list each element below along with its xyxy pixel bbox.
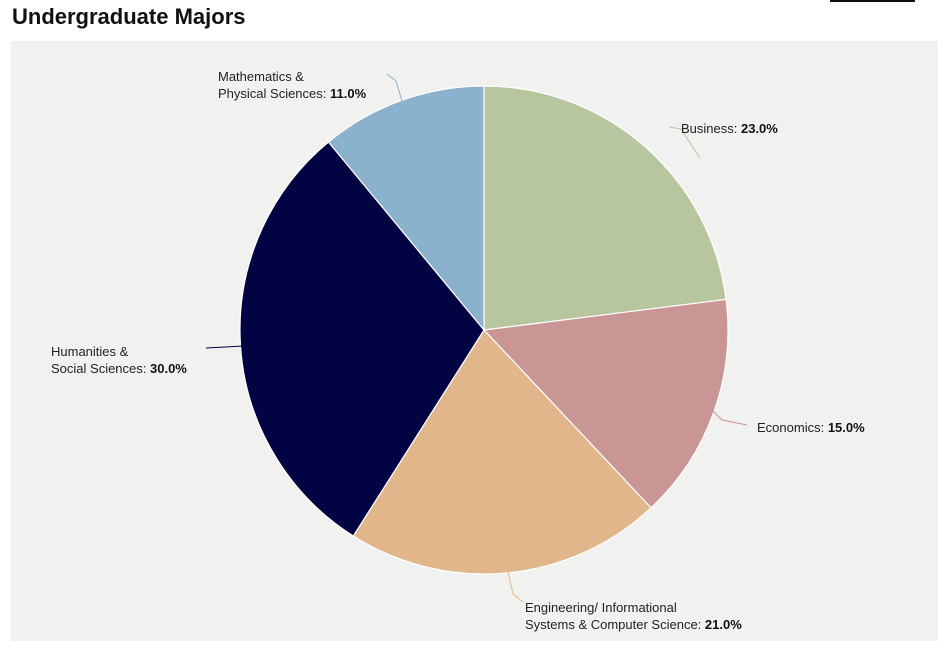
- slice-label-text: Mathematics &: [218, 69, 304, 84]
- pie-slices: [239, 85, 729, 575]
- slice-labels: Business: 23.0% Economics: 15.0% Engineeri…: [51, 69, 865, 632]
- leader-line: [699, 397, 748, 426]
- slice-label: Economics: 15.0%: [757, 420, 865, 435]
- slice-label: Engineering/ Informational Systems & Comp…: [525, 600, 742, 632]
- slice-label-text: Humanities &: [51, 344, 129, 359]
- slice-label-text: Engineering/ Informational: [525, 600, 677, 615]
- pie-slice[interactable]: [352, 329, 652, 575]
- pie-slice[interactable]: [482, 298, 729, 509]
- slice-label: Mathematics & Physical Sciences: 11.0%: [218, 69, 367, 101]
- slice-label-text: Economics:: [757, 420, 824, 435]
- leader-lines: [205, 73, 748, 603]
- slice-value-label: 21.0%: [701, 617, 742, 632]
- slice-label-text: Business:: [681, 121, 737, 136]
- slice-value-label: 23.0%: [737, 121, 778, 136]
- slice-label-text: Physical Sciences:: [218, 86, 326, 101]
- pie-chart: Business: 23.0% Economics: 15.0% Engineeri…: [51, 69, 865, 632]
- leader-line: [507, 571, 524, 603]
- slice-label: Business: 23.0%: [681, 121, 778, 136]
- leader-line: [205, 345, 245, 349]
- slice-value-label: 11.0%: [326, 86, 366, 101]
- slice-value-label: 30.0%: [146, 361, 187, 376]
- slice-label: Humanities & Social Sciences: 30.0%: [51, 344, 187, 376]
- header-rule: [830, 0, 915, 2]
- leader-line: [668, 126, 701, 159]
- pie-slice[interactable]: [483, 85, 727, 331]
- slice-value-label: 15.0%: [824, 420, 865, 435]
- pie-slice[interactable]: [239, 141, 485, 537]
- page-title: Undergraduate Majors: [12, 4, 246, 29]
- slice-label-text: Systems & Computer Science:: [525, 617, 701, 632]
- slice-label-text: Social Sciences:: [51, 361, 146, 376]
- leader-line: [386, 73, 403, 102]
- chart-panel: Business: 23.0% Economics: 15.0% Engineeri…: [11, 41, 938, 641]
